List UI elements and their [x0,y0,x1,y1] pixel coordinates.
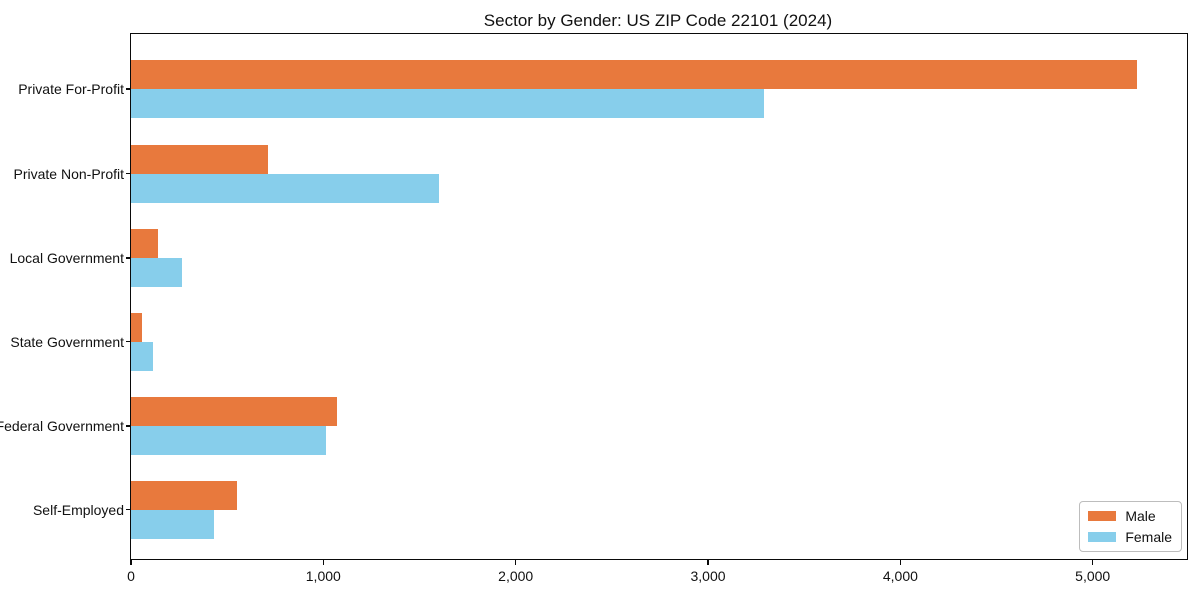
y-tick-label: Federal Government [0,418,124,434]
female-legend-label: Female [1125,529,1172,545]
x-tick-mark [1092,560,1094,565]
male-legend-swatch [1088,511,1117,521]
y-tick-mark [126,172,131,175]
y-tick-mark [126,340,131,343]
x-tick-label: 0 [127,568,135,584]
y-tick-label: Private For-Profit [18,81,124,97]
x-tick-mark [130,560,132,565]
chart-title: Sector by Gender: US ZIP Code 22101 (202… [483,11,833,30]
y-tick-label: Local Government [9,250,124,266]
legend: Male Female [1079,501,1182,552]
bar-male-3 [131,229,158,258]
x-tick-label: 4,000 [882,568,918,584]
x-tick-label: 3,000 [690,568,726,584]
x-tick-mark [322,560,324,565]
x-tick-label: 2,000 [498,568,534,584]
legend-entry-female: Female [1088,530,1172,544]
bar-male-4 [131,312,142,342]
bar-female-2 [131,173,439,203]
y-tick-label: Private Non-Profit [13,165,124,182]
y-tick-mark [126,257,131,259]
x-tick-label: 5,000 [1075,568,1111,584]
y-tick-mark [126,88,131,90]
female-legend-swatch [1088,532,1117,542]
bar-male-1 [131,60,1137,89]
legend-entry-male: Male [1088,509,1172,523]
bar-female-4 [131,341,154,371]
x-tick-mark [899,560,902,565]
bar-male-6 [131,480,237,510]
y-tick-mark [126,425,131,427]
y-tick-label: State Government [10,333,124,350]
bar-female-3 [131,258,182,287]
x-tick-label: 1,000 [305,568,341,584]
bar-female-1 [131,89,764,118]
y-tick-label: Self-Employed [32,501,124,518]
y-tick-mark [126,508,131,511]
bar-female-6 [131,509,214,539]
male-legend-label: Male [1125,508,1156,524]
x-tick-mark [515,560,517,565]
bar-female-5 [131,426,327,455]
bar-male-2 [131,144,268,174]
x-tick-mark [707,560,709,565]
plot-area: Private For-Profit Private Non-Profit Loca… [0,33,1188,584]
bar-male-5 [131,397,337,426]
